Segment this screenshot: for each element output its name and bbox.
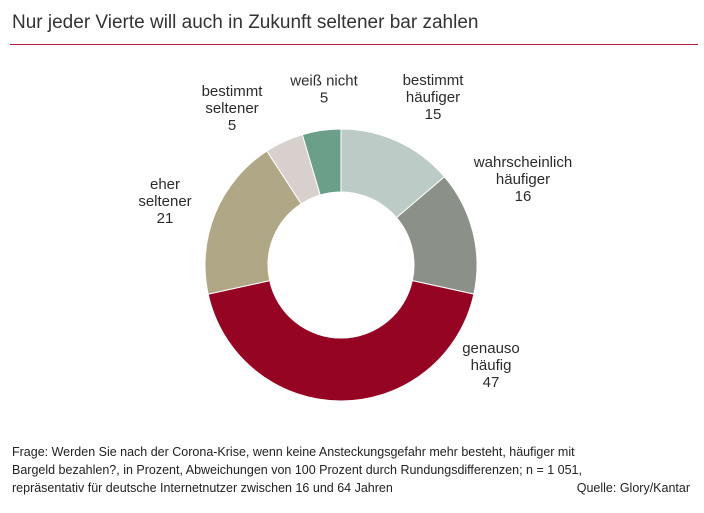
slice-value-4: 5 — [228, 117, 236, 134]
slice-label-4-line-0: bestimmt — [202, 83, 264, 100]
slice-value-2: 47 — [483, 374, 500, 391]
slice-label-0-line-0: bestimmt — [403, 72, 465, 89]
slice-value-0: 15 — [425, 106, 442, 123]
title-divider — [10, 44, 698, 45]
donut-slices — [204, 128, 478, 402]
slice-label-2-line-0: genauso — [462, 340, 520, 357]
donut-chart: bestimmthäufiger15wahrscheinlichhäufiger… — [138, 72, 572, 402]
source-note: Quelle: Glory/Kantar — [576, 481, 690, 495]
footnote-line-3: repräsentativ für deutsche Internetnutze… — [12, 481, 393, 495]
slice-label-2-line-1: häufig — [471, 357, 512, 374]
slice-label-4-line-1: seltener — [205, 100, 258, 117]
slice-label-1-line-0: wahrscheinlich — [473, 154, 572, 171]
footnote-line-2: Bargeld bezahlen?, in Prozent, Abweichun… — [12, 463, 582, 477]
donut-labels: bestimmthäufiger15wahrscheinlichhäufiger… — [138, 72, 572, 391]
footnote: Frage: Werden Sie nach der Corona-Krise,… — [12, 443, 702, 497]
slice-label-0-line-1: häufiger — [406, 89, 460, 106]
slice-label-3-line-1: seltener — [138, 193, 191, 210]
footnote-line-1: Frage: Werden Sie nach der Corona-Krise,… — [12, 445, 575, 459]
slice-label-3-line-0: eher — [150, 176, 180, 193]
slice-label-1-line-1: häufiger — [496, 171, 550, 188]
slice-value-1: 16 — [515, 188, 532, 205]
slice-label-5-line-0: weiß nicht — [289, 72, 358, 89]
slice-value-5: 5 — [320, 89, 328, 106]
slice-value-3: 21 — [157, 210, 174, 227]
chart-title: Nur jeder Vierte will auch in Zukunft se… — [12, 12, 479, 33]
donut-slice-2 — [207, 280, 475, 402]
donut-slice-5 — [301, 128, 342, 196]
